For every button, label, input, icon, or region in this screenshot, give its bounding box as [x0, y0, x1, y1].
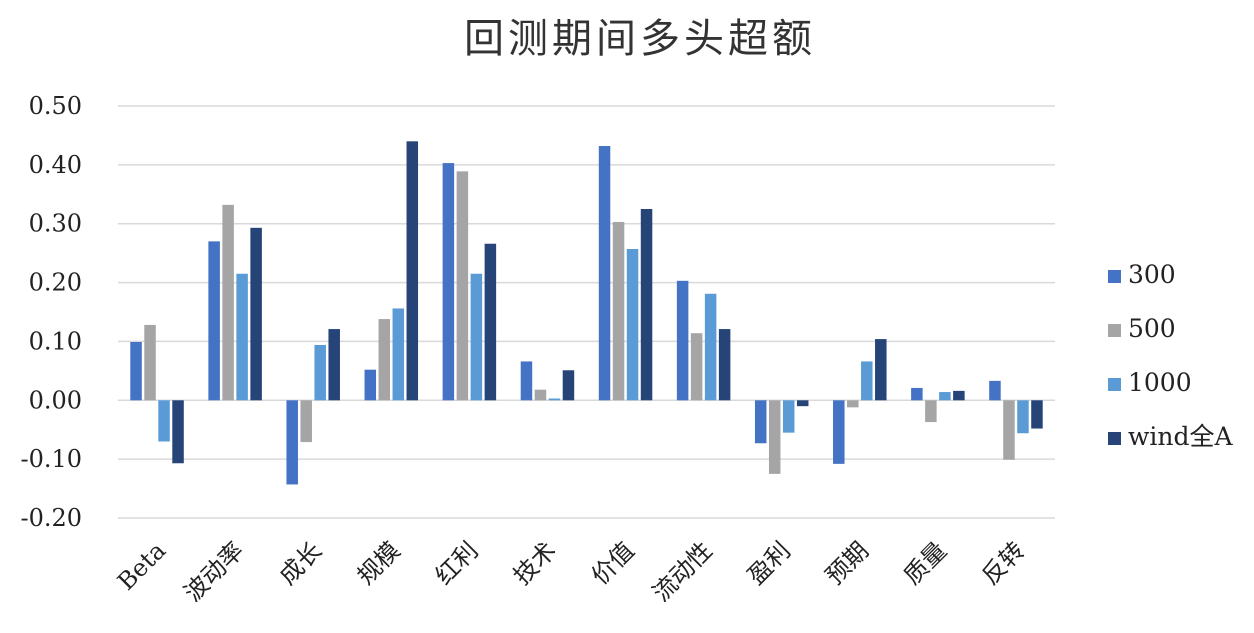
bar: [690, 333, 703, 401]
bar: [378, 319, 391, 401]
bar: [782, 400, 795, 433]
bar: [612, 221, 625, 401]
bar: [640, 209, 653, 401]
bar: [208, 241, 220, 401]
bar: [598, 146, 611, 401]
x-tick-label: 反转: [976, 536, 1030, 590]
bar: [300, 400, 312, 443]
bar: [130, 342, 142, 401]
bar: [1003, 400, 1015, 460]
bar: [158, 400, 170, 442]
chart-title: 回测期间多头超额: [464, 16, 816, 62]
bar: [548, 398, 561, 401]
x-tick-label: 规模: [352, 536, 406, 590]
bar: [456, 171, 469, 401]
bar: [406, 141, 419, 401]
x-tick-label: 盈利: [742, 536, 796, 590]
legend-label: 500: [1128, 314, 1176, 343]
bar: [847, 400, 859, 408]
bar: [626, 249, 639, 401]
y-tick-label: 0.10: [29, 327, 82, 355]
bar: [768, 400, 781, 474]
bar: [250, 227, 262, 401]
bar: [562, 370, 575, 401]
bar: [911, 387, 923, 401]
bar: [236, 273, 248, 401]
x-tick-label: 成长: [274, 536, 328, 590]
x-tick-label: 质量: [898, 536, 952, 590]
legend-label: wind全A: [1128, 422, 1233, 451]
x-tick-label: 波动率: [179, 536, 250, 607]
bar: [833, 400, 845, 464]
bar: [925, 400, 937, 423]
bar: [172, 400, 184, 464]
bar: [718, 329, 731, 401]
bar: [328, 329, 340, 401]
y-tick-label: 0.20: [29, 269, 82, 297]
y-tick-label: 0.50: [29, 92, 82, 120]
x-tick-label: Beta: [112, 536, 171, 595]
bar: [1031, 400, 1043, 429]
bar: [392, 308, 405, 401]
bar: [861, 361, 873, 401]
x-tick-label: 价值: [586, 536, 640, 590]
bar: [286, 400, 298, 485]
y-tick-label: 0.00: [29, 386, 82, 414]
bar: [520, 361, 533, 401]
y-tick-label: 0.40: [29, 151, 82, 179]
bar: [796, 400, 809, 407]
legend-swatch: [1108, 432, 1121, 445]
bar: [754, 400, 767, 444]
x-tick-label: 预期: [820, 536, 874, 590]
legend-label: 300: [1128, 260, 1176, 289]
bar: [470, 273, 483, 401]
bar: [442, 163, 455, 401]
bar: [1017, 400, 1029, 434]
x-tick-label: 红利: [430, 536, 484, 590]
y-tick-label: -0.10: [20, 445, 82, 473]
y-tick-label: -0.20: [20, 504, 82, 532]
x-tick-label: 流动性: [647, 536, 718, 607]
legend-swatch: [1108, 270, 1121, 283]
bar: [875, 339, 887, 401]
bar: [144, 324, 156, 401]
bar: [953, 390, 965, 401]
x-tick-label: 技术: [508, 536, 562, 590]
bar: [704, 293, 717, 401]
bar: [676, 280, 689, 401]
bar: [314, 344, 326, 401]
y-tick-label: 0.30: [29, 210, 82, 238]
bar: [939, 392, 951, 401]
legend-label: 1000: [1128, 368, 1192, 397]
legend-swatch: [1108, 378, 1121, 391]
bar: [364, 369, 377, 401]
bar: [484, 243, 497, 401]
bar: [222, 204, 234, 401]
bar: [534, 389, 547, 401]
bar: [989, 380, 1001, 401]
legend-swatch: [1108, 324, 1121, 337]
